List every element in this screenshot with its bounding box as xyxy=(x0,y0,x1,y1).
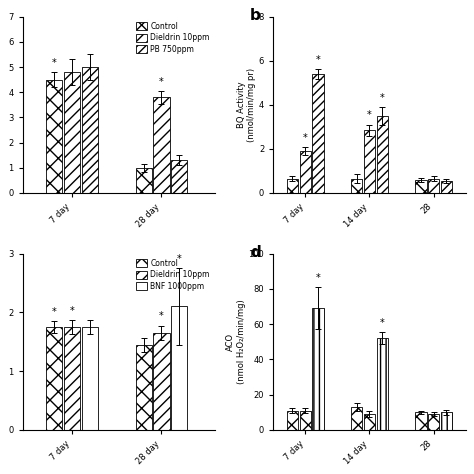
Text: *: * xyxy=(367,110,372,120)
Bar xyxy=(428,179,439,193)
Bar xyxy=(415,412,427,430)
Text: *: * xyxy=(380,318,385,328)
Bar xyxy=(82,327,98,430)
Bar xyxy=(428,414,439,430)
Bar xyxy=(46,327,62,430)
Text: *: * xyxy=(52,58,56,68)
Bar xyxy=(376,116,388,193)
Bar xyxy=(300,410,311,430)
Bar xyxy=(364,414,375,430)
Text: b: b xyxy=(250,8,261,23)
Text: *: * xyxy=(316,273,320,283)
Legend: Control, Dieldrin 10ppm, BNF 1000ppm: Control, Dieldrin 10ppm, BNF 1000ppm xyxy=(135,257,211,292)
Text: d: d xyxy=(250,245,261,260)
Bar xyxy=(171,160,187,193)
Text: *: * xyxy=(70,306,74,316)
Bar xyxy=(64,327,80,430)
Bar xyxy=(364,130,375,193)
Bar xyxy=(351,179,363,193)
Bar xyxy=(300,151,311,193)
Bar xyxy=(312,308,324,430)
Bar xyxy=(171,307,187,430)
Bar xyxy=(46,80,62,193)
Bar xyxy=(441,181,452,193)
Text: *: * xyxy=(380,92,385,102)
Text: *: * xyxy=(159,311,164,321)
Text: *: * xyxy=(52,307,56,317)
Bar xyxy=(287,179,298,193)
Bar xyxy=(376,338,388,430)
Text: *: * xyxy=(177,254,182,264)
Bar xyxy=(82,67,98,193)
Y-axis label: ACO
(nmol H₂O₂/min/mg): ACO (nmol H₂O₂/min/mg) xyxy=(226,300,246,384)
Bar xyxy=(351,407,363,430)
Bar xyxy=(154,97,170,193)
Bar xyxy=(136,345,152,430)
Bar xyxy=(64,72,80,193)
Bar xyxy=(154,333,170,430)
Text: *: * xyxy=(303,133,308,143)
Bar xyxy=(312,74,324,193)
Text: *: * xyxy=(159,76,164,87)
Bar xyxy=(441,412,452,430)
Bar xyxy=(415,180,427,193)
Y-axis label: BQ Activity
(nmol/min/mg pr): BQ Activity (nmol/min/mg pr) xyxy=(237,68,256,142)
Legend: Control, Dieldrin 10ppm, PB 750ppm: Control, Dieldrin 10ppm, PB 750ppm xyxy=(135,20,211,55)
Bar xyxy=(287,410,298,430)
Bar xyxy=(136,168,152,193)
Text: *: * xyxy=(316,55,320,64)
